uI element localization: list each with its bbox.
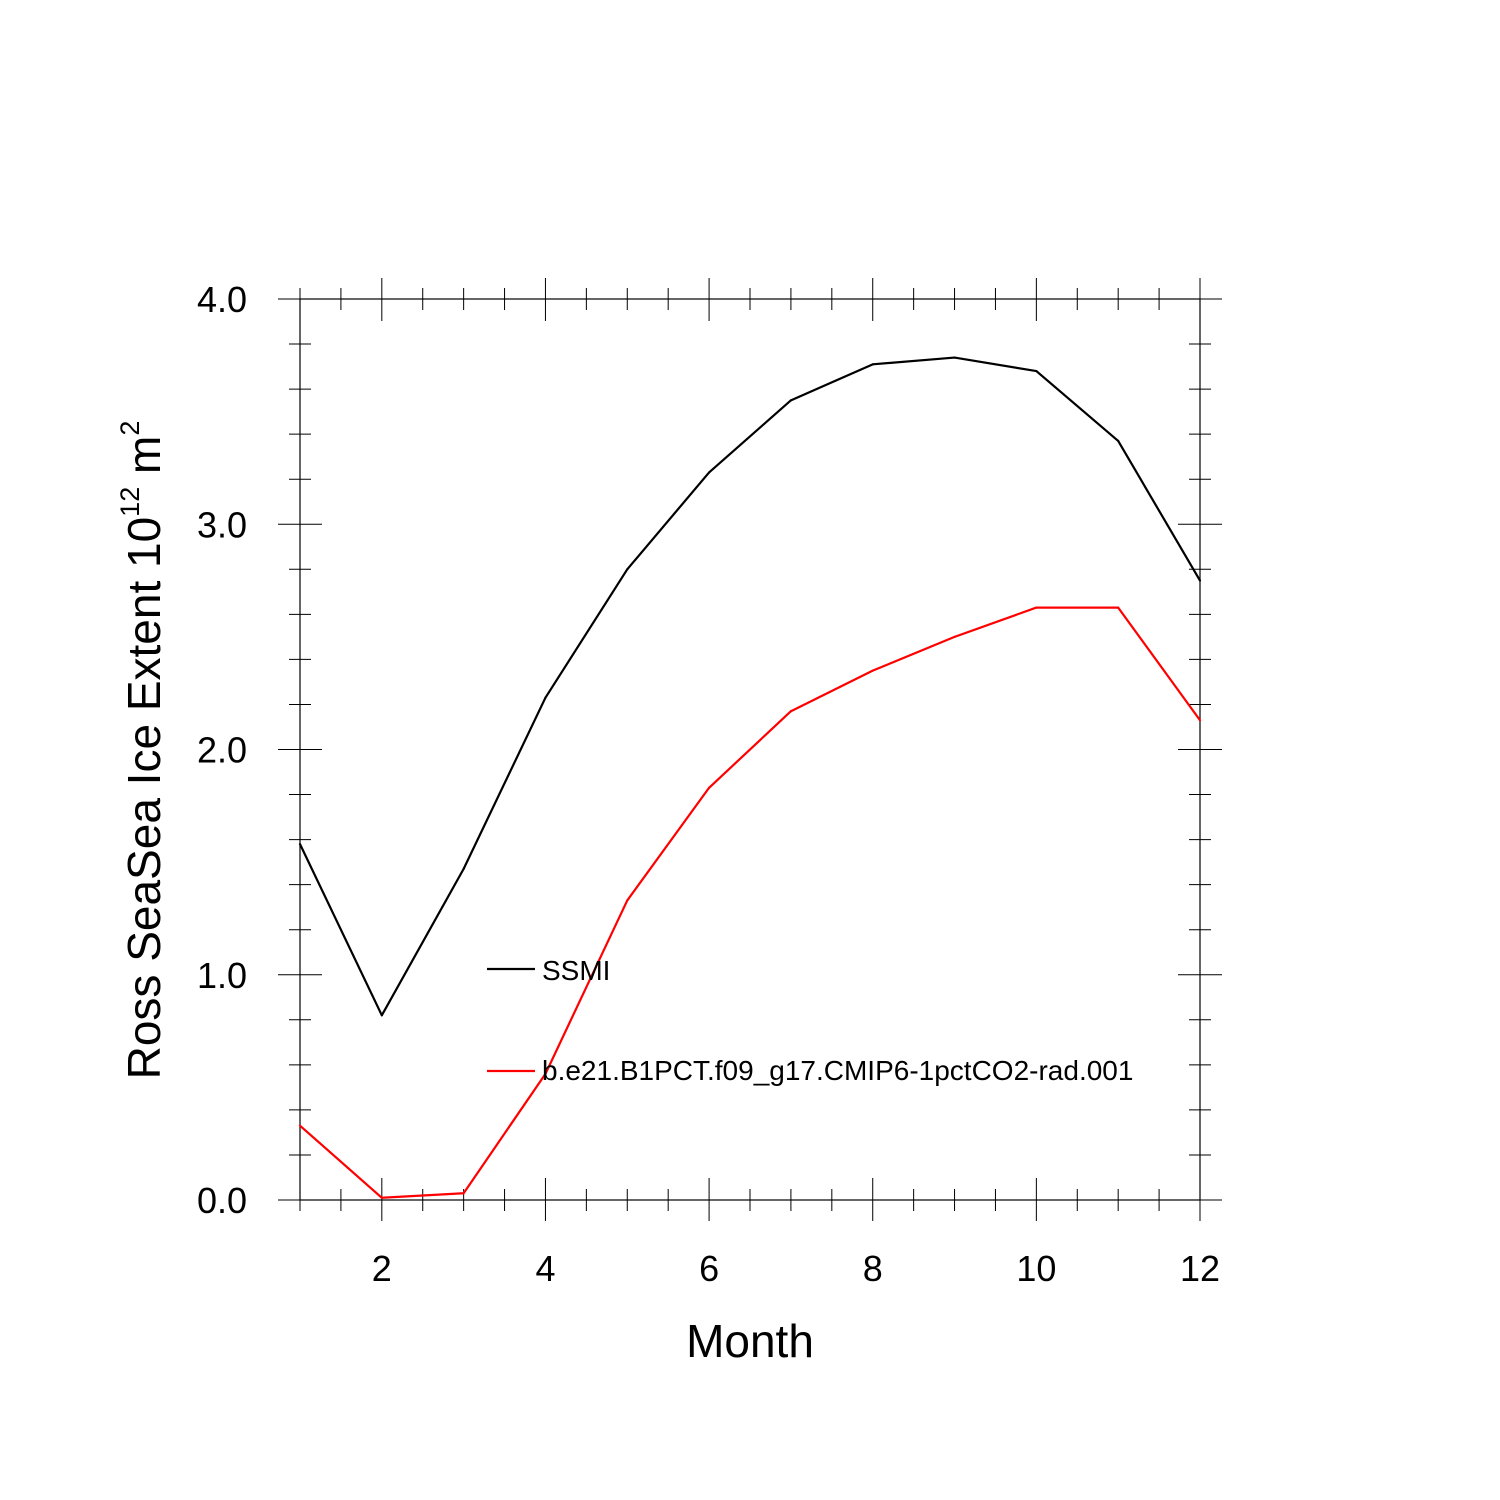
data-point (1035, 369, 1038, 373)
plot-frame (299, 298, 1201, 1201)
x-axis-label: Month (686, 1315, 814, 1367)
y-tick-label: 4.0 (197, 279, 247, 320)
y-tick-label: 0.0 (197, 1180, 247, 1221)
x-tick-label: 4 (535, 1248, 555, 1289)
data-point (1117, 606, 1120, 609)
legend: SSMI b.e21.B1PCT.f09_g17.CMIP6-1pctCO2-r… (487, 955, 1133, 1086)
y-axis-label-exponent: 12 (115, 487, 145, 517)
data-point (544, 1072, 547, 1075)
data-point (1035, 606, 1038, 609)
x-tick-label: 12 (1180, 1248, 1220, 1289)
data-point (298, 843, 302, 846)
data-point (626, 568, 629, 571)
x-tick-label: 8 (863, 1248, 883, 1289)
y-tick-label: 3.0 (197, 504, 247, 545)
data-point (462, 1192, 465, 1195)
tick-labels: 2 4 6 8 10 12 0.0 1.0 2.0 3.0 4.0 (197, 279, 1220, 1289)
data-point (953, 635, 956, 638)
data-point (871, 363, 874, 366)
data-point (380, 1014, 383, 1017)
data-point (707, 471, 711, 474)
data-point (626, 899, 629, 902)
x-tick-label: 10 (1016, 1248, 1056, 1289)
x-tick-label: 6 (699, 1248, 719, 1289)
y-axis-label-unit: m (118, 436, 170, 487)
data-point (953, 356, 956, 359)
data-point (1198, 579, 1202, 582)
series-line-1 (299, 606, 1201, 1199)
data-point (462, 867, 465, 870)
series-line-0 (299, 356, 1201, 1017)
y-tick-label: 2.0 (197, 730, 247, 771)
data-point (789, 399, 793, 402)
y-axis-label: Ross SeaSea Ice Extent 1012 m2 (115, 421, 170, 1080)
data-point (789, 710, 793, 713)
y-tick-label: 1.0 (197, 955, 247, 996)
series-layer (298, 356, 1202, 1199)
data-point (707, 786, 711, 789)
x-tick-label: 2 (372, 1248, 392, 1289)
y-axis-label-unit-exponent: 2 (115, 421, 145, 436)
data-point (1198, 719, 1202, 722)
data-point (380, 1196, 383, 1199)
legend-label-model: b.e21.B1PCT.f09_g17.CMIP6-1pctCO2-rad.00… (542, 1055, 1133, 1086)
y-axis-label-main: Ross SeaSea Ice Extent 10 (118, 517, 170, 1080)
data-point (871, 669, 874, 672)
data-point (544, 696, 547, 699)
data-point (298, 1124, 302, 1127)
legend-label-ssmi: SSMI (542, 955, 610, 986)
data-point (1117, 439, 1120, 443)
